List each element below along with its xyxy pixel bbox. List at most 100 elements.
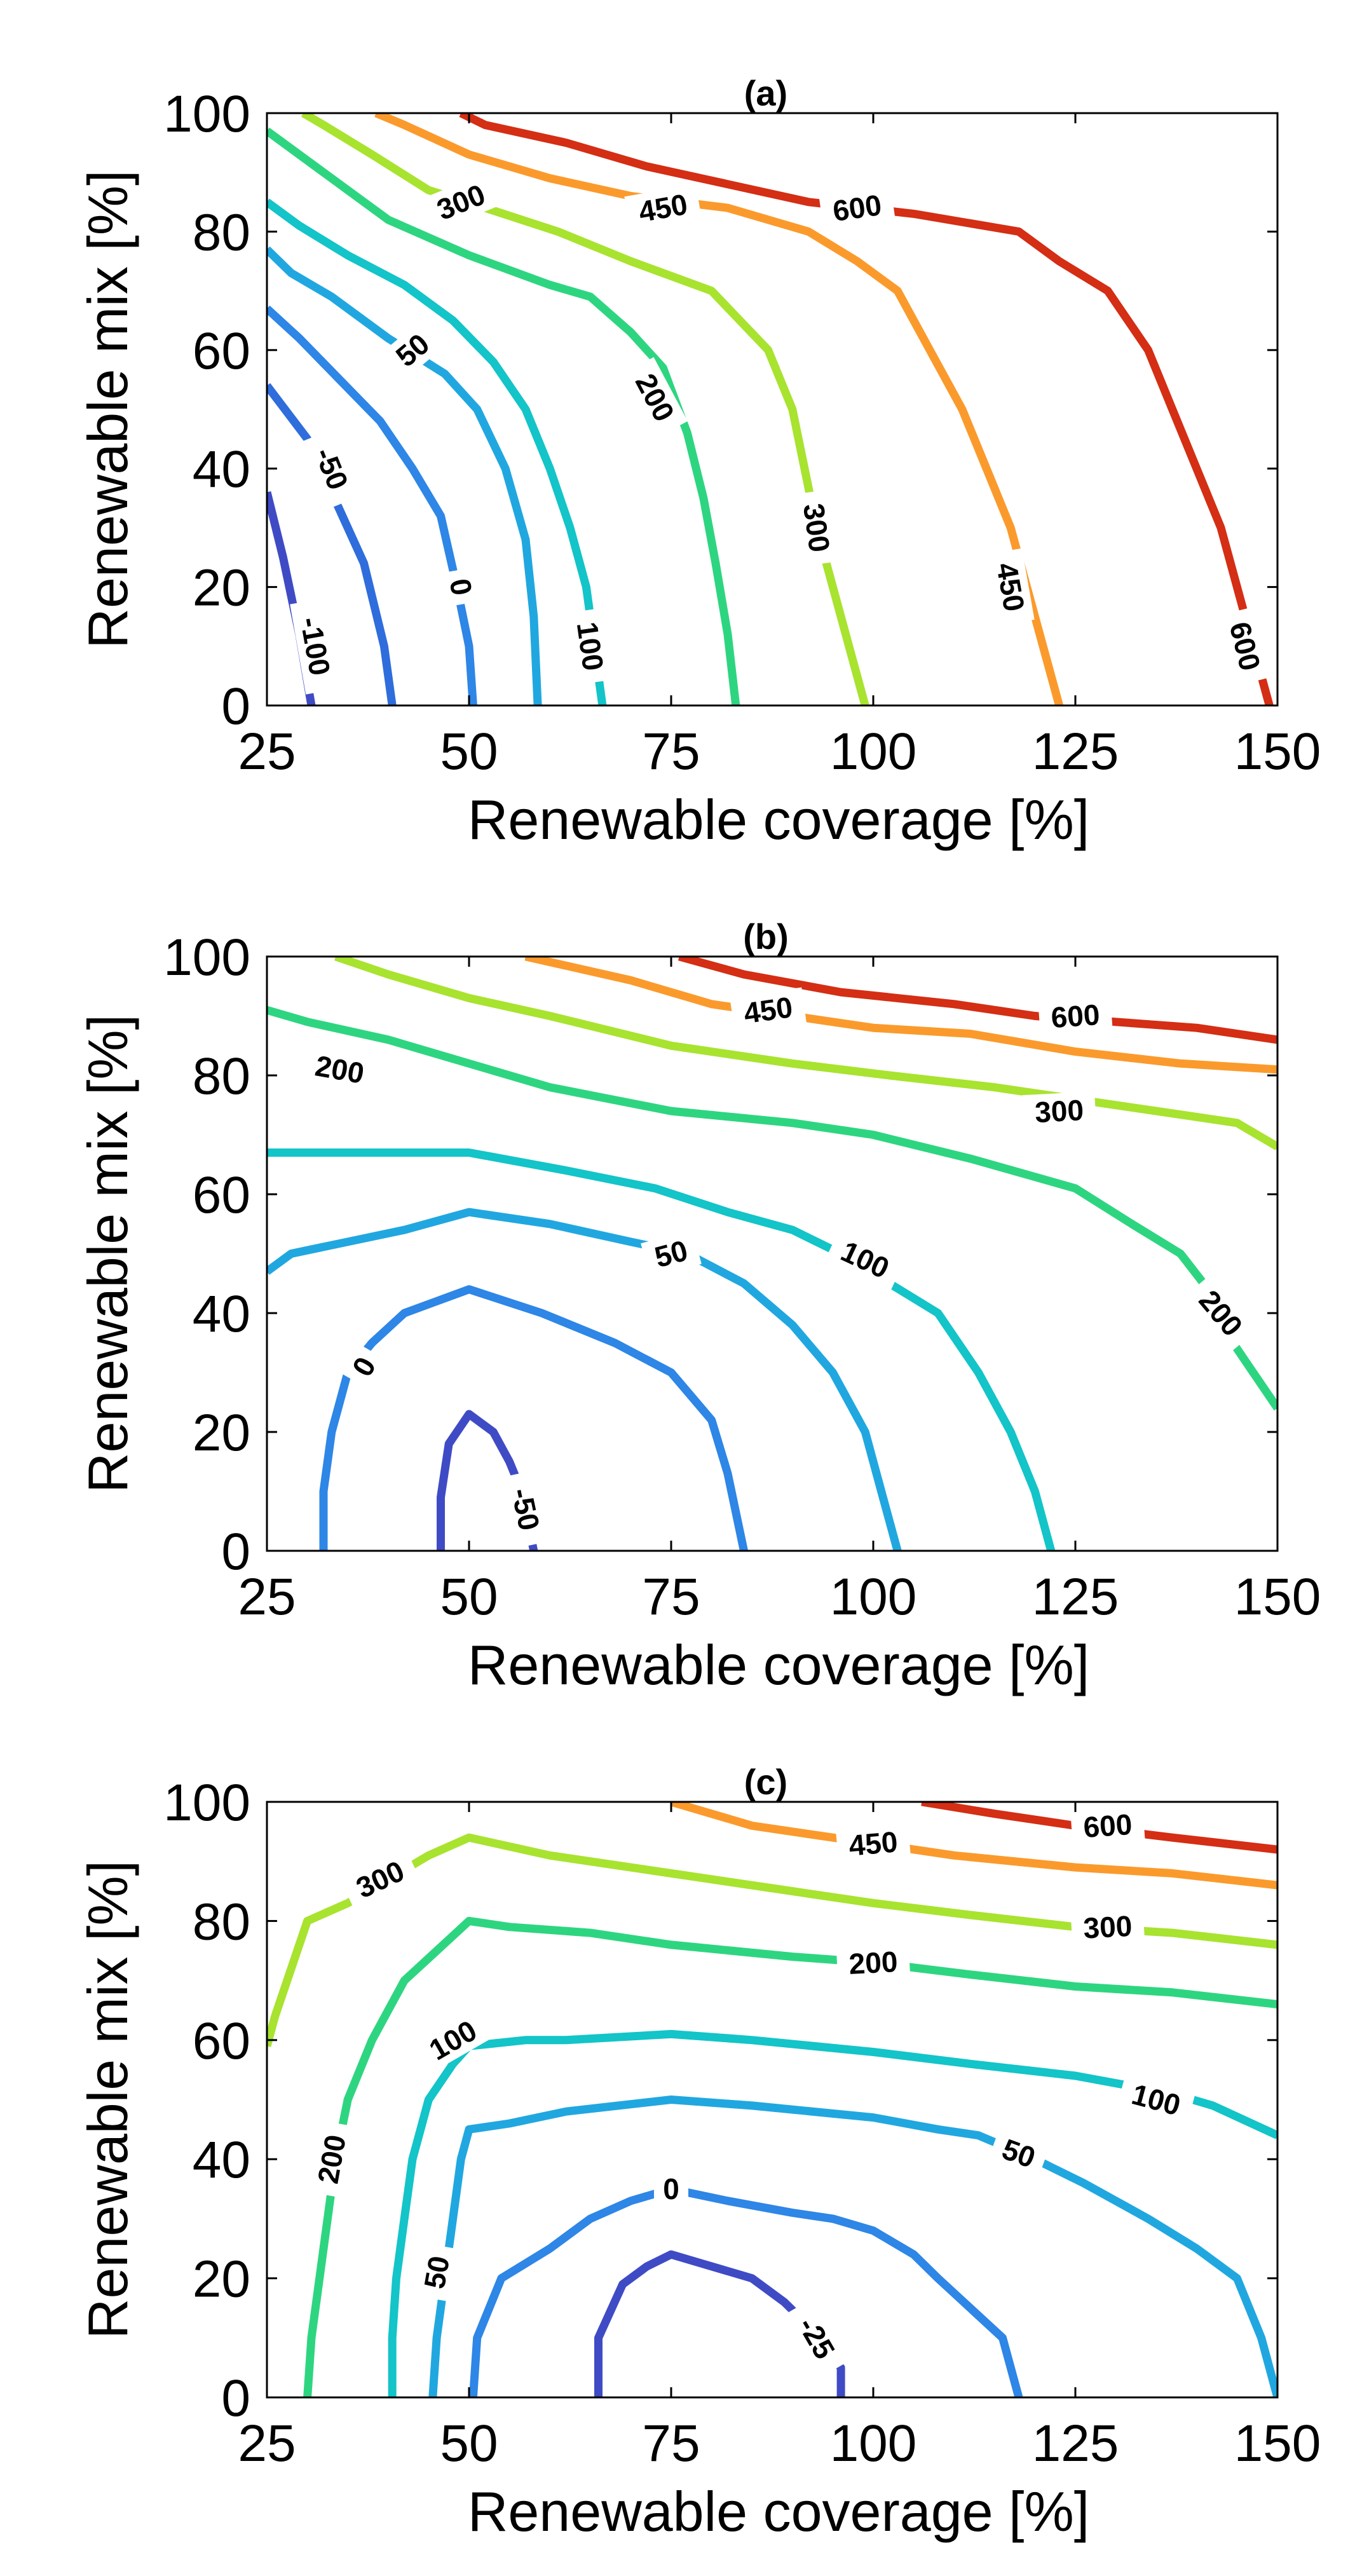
chart-1-ytick-label: 20	[193, 559, 250, 617]
chart-1-contour-label-bg	[380, 319, 445, 381]
chart-3-ytick-label: 80	[193, 1893, 250, 1951]
chart-2-contour-label-bg	[500, 1470, 551, 1549]
chart-1-plot-frame	[266, 112, 1279, 707]
chart-3-contour-label-group: -25	[783, 2297, 850, 2378]
chart-3-contour-label-100: 100	[1128, 2077, 1184, 2122]
chart-1-contour-label-bg	[794, 489, 840, 566]
chart-2-contour-label-bg	[1183, 1274, 1258, 1353]
chart-1-contour-label-bg	[301, 428, 362, 509]
chart-1-contour-label-bg	[290, 598, 341, 695]
chart-2-contour-label-300: 300	[1034, 1093, 1084, 1129]
chart-1-contour-100	[267, 198, 607, 705]
chart-1-contour-label-600: 600	[831, 188, 883, 228]
chart-2-x-axis-title: Renewable coverage [%]	[468, 1633, 1089, 1696]
chart-1-contour-0	[267, 305, 477, 705]
chart-1-x-axis-title: Renewable coverage [%]	[468, 788, 1089, 851]
chart-2-contour-label-group: 200	[301, 1046, 379, 1094]
chart-3-contour-label-group: 600	[1070, 1805, 1145, 1846]
chart-3-contour-label-200: 200	[848, 1945, 898, 1980]
chart-3-contour-label-group: 50	[414, 2242, 459, 2302]
chart-3-contour-200	[303, 1916, 1277, 2397]
chart-3-contour-label-group: 200	[836, 1943, 911, 1982]
chart-2-contour-0	[319, 1285, 748, 1551]
chart-2-ytick-label: 100	[163, 929, 250, 986]
chart-1-contour-label-bg	[986, 548, 1035, 626]
chart-1-ytick-label: 0	[221, 678, 250, 735]
chart-1-contour-label-300: 300	[797, 501, 836, 554]
chart-2-xtick-label: 75	[642, 1568, 700, 1626]
chart-2-contour-label-bg	[1022, 1091, 1096, 1131]
chart-3-contour-label-group: 300	[1070, 1907, 1145, 1947]
chart-2-xtick-label: 125	[1032, 1568, 1119, 1626]
chart-3-contour-label-bg	[308, 2120, 356, 2198]
chart-3-contour-label-group: 50	[987, 2127, 1051, 2179]
chart-2-ytick-label: 20	[193, 1404, 250, 1462]
chart-3-ytick-label: 20	[193, 2251, 250, 2308]
chart-2-contour-label-bg	[824, 1228, 906, 1291]
chart-2-contour-label-group: 100	[824, 1228, 906, 1291]
chart-3-contour-label-group: 0	[654, 2171, 688, 2207]
chart-3-x-axis-title: Renewable coverage [%]	[468, 2480, 1089, 2543]
chart-1-ytick-label: 100	[163, 85, 250, 143]
chart-1-xtick-label: 150	[1234, 723, 1321, 780]
chart-2-ytick-label: 0	[221, 1523, 250, 1581]
chart-2-ytick-label: 40	[193, 1285, 250, 1343]
chart-1-y-axis-title: Renewable mix [%]	[76, 170, 139, 648]
chart-3-contour-label-group: 300	[339, 1848, 421, 1911]
chart-1-contour-label-bg	[568, 608, 613, 685]
chart-2-y-axis-title: Renewable mix [%]	[76, 1014, 139, 1493]
chart-2-ytick-label: 60	[193, 1166, 250, 1224]
chart-3-xtick-label: 150	[1234, 2415, 1321, 2472]
chart-3-ytick-label: 0	[221, 2369, 250, 2427]
chart-3-xtick-label: 25	[238, 2415, 296, 2472]
chart-1-contour-label-bg	[440, 567, 482, 608]
chart-1-contour-label-bg	[420, 172, 501, 233]
chart-3-contour-label-bg	[414, 2242, 459, 2302]
chart-1-xtick-label: 100	[830, 723, 917, 780]
chart-2: -50 0 50 100 200 200 300 450 600 25 50 75 100 125 150 0…	[76, 917, 1321, 1696]
chart-3-ytick-label: 40	[193, 2131, 250, 2189]
chart-2-contour-label-bg	[730, 987, 807, 1033]
chart-2-contour-label-group: 450	[730, 987, 807, 1033]
chart-2-contour-600	[678, 957, 1277, 1044]
chart-3-contour-label-bg	[1116, 2073, 1196, 2127]
chart-1-contour-label-group: 450	[624, 184, 702, 232]
chart-3-contour-label-bg	[412, 2007, 493, 2074]
chart-2-contour-label-600: 600	[1050, 998, 1101, 1034]
chart-1-contour-label-600: 600	[1223, 618, 1267, 674]
chart-1-contour-200	[267, 127, 740, 705]
chart-1-contour-label-bg	[819, 185, 896, 231]
chart-1-contour-label-bg	[622, 357, 688, 438]
chart-1-contours	[267, 113, 1274, 705]
chart-2-contour-label-group: 300	[1022, 1091, 1096, 1131]
chart-1-contour-label-100: 100	[571, 620, 610, 672]
chart-2-contour-label-group: -50	[500, 1470, 551, 1549]
chart-1-contour-label-bg	[624, 184, 702, 232]
chart-1-xtick-label: 25	[238, 723, 296, 780]
chart-2-contour-450	[524, 957, 1277, 1074]
chart-2-contour-label-bg	[301, 1046, 379, 1094]
chart-1-contour-label-group: 600	[1219, 606, 1272, 686]
chart-1-xtick-label: 125	[1032, 723, 1119, 780]
chart-3-contour-50	[428, 2096, 1277, 2397]
chart-1-contour-300	[301, 113, 869, 705]
chart-2-ytick-label: 80	[193, 1047, 250, 1105]
chart-2-contour-300	[334, 957, 1277, 1150]
chart-2-xtick-label: 50	[440, 1568, 498, 1626]
chart-1-contour-50	[267, 246, 542, 705]
chart-2-contour-label-bg	[1038, 995, 1113, 1037]
chart-3-xtick-label: 125	[1032, 2415, 1119, 2472]
chart-3-contour-label-0: 0	[663, 2172, 679, 2205]
chart-3-contour-label-300: 300	[1082, 1909, 1133, 1945]
chart-3-contour-100	[388, 2029, 1277, 2397]
chart-1-ytick-label: 40	[193, 440, 250, 498]
chart-3-ytick-label: 100	[163, 1774, 250, 1832]
chart-2-contour-label-450: 450	[742, 990, 794, 1030]
chart-3-contours	[267, 1802, 1277, 2397]
chart-3-contour-label-group: 200	[308, 2120, 356, 2198]
chart-3-plot-frame	[266, 1801, 1279, 2399]
chart-3-xtick-label: 50	[440, 2415, 498, 2472]
chart-2-contours	[267, 957, 1277, 1551]
chart-2-xtick-label: 100	[830, 1568, 917, 1626]
